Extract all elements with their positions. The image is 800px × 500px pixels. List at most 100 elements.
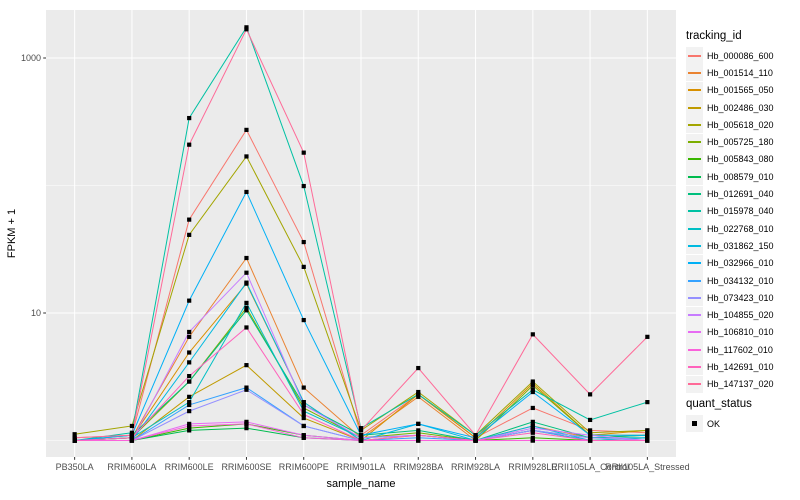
data-point: [530, 405, 535, 411]
data-point: [244, 127, 249, 132]
data-point: [187, 329, 192, 335]
data-point: [416, 365, 421, 371]
legend-key: [686, 237, 703, 255]
data-point: [301, 183, 306, 189]
data-point: [416, 430, 421, 435]
data-point: [187, 379, 192, 384]
data-point: [301, 400, 306, 405]
legend-key: [686, 185, 703, 203]
data-point: [301, 239, 306, 245]
legend-key: [686, 150, 703, 168]
legend-item-label: Hb_012691_040: [707, 189, 774, 200]
legend-item-label: Hb_002486_030: [707, 102, 774, 113]
data-point: [187, 373, 192, 379]
data-point: [530, 383, 535, 388]
legend-tracking-id: tracking_id Hb_000086_600 Hb_001514_110 Hb…: [686, 30, 798, 393]
legend-item: Hb_106810_010: [686, 323, 798, 341]
data-point: [187, 298, 192, 303]
data-point: [301, 317, 306, 323]
y-tick-label: 1000: [21, 53, 41, 63]
series-swatch-icon: [688, 244, 701, 247]
legend-key: [686, 81, 703, 99]
x-tick-label: RRII105LA_Control: [551, 462, 629, 472]
series-swatch-icon: [688, 54, 701, 57]
x-tick-label: RRIM600SE: [221, 462, 271, 472]
data-point: [244, 27, 249, 32]
series-swatch-icon: [688, 296, 701, 299]
legend-item: Hb_117602_010: [686, 341, 798, 359]
data-point: [187, 400, 192, 405]
data-point: [358, 433, 364, 438]
legend-item: Hb_073423_010: [686, 289, 798, 307]
data-point: [473, 435, 478, 440]
y-axis-title: FPKM + 1: [6, 209, 18, 258]
data-point: [645, 433, 650, 438]
legend-quant-status: quant_status OK: [686, 398, 798, 433]
series-swatch-icon: [688, 383, 701, 386]
x-tick-label: RRIM928LE: [508, 462, 557, 472]
series-swatch-icon: [688, 71, 701, 74]
data-point: [530, 438, 535, 443]
data-point: [244, 325, 249, 330]
data-point: [416, 428, 421, 433]
data-point: [187, 426, 192, 431]
legend-item: Hb_001565_050: [686, 81, 798, 99]
legend-item-label: Hb_008579_010: [707, 171, 774, 182]
series-swatch-icon: [688, 227, 701, 230]
data-point: [530, 426, 535, 431]
data-point: [187, 423, 192, 429]
legend-key: [686, 375, 703, 393]
series-swatch-icon: [688, 158, 701, 161]
data-point: [244, 385, 249, 390]
legend-key: [686, 64, 703, 82]
series-swatch-icon: [688, 106, 701, 109]
data-point: [473, 433, 478, 438]
legend-key: [686, 289, 703, 307]
data-point: [244, 270, 249, 275]
legend-item-label: Hb_147137_020: [707, 379, 774, 390]
data-point: [301, 409, 306, 414]
y-tick-label: 10: [31, 308, 41, 318]
legend-key: [686, 306, 703, 324]
data-point: [72, 438, 77, 443]
data-point: [530, 332, 535, 337]
legend-key: [686, 341, 703, 359]
series-swatch-icon: [688, 365, 701, 368]
series-swatch-icon: [688, 314, 701, 317]
data-point: [587, 435, 593, 440]
legend-item: Hb_005618_020: [686, 116, 798, 134]
legend-key: [686, 116, 703, 134]
data-point: [645, 430, 650, 435]
data-point: [301, 150, 306, 155]
x-tick-label: RRIM928BA: [393, 462, 443, 472]
data-point: [129, 435, 135, 440]
legend-item-label: Hb_104855_020: [707, 310, 774, 321]
series-swatch-icon: [688, 279, 701, 282]
data-point: [645, 334, 650, 339]
data-point: [358, 428, 364, 433]
legend-item-label: Hb_005725_180: [707, 137, 774, 148]
data-point: [187, 360, 192, 365]
data-point: [244, 363, 249, 368]
data-point: [301, 433, 306, 438]
x-tick-label: RRIM600PE: [279, 462, 329, 472]
legend-item-label: Hb_117602_010: [707, 344, 773, 355]
data-point: [244, 426, 249, 431]
data-point: [358, 435, 364, 440]
legend-item: Hb_104855_020: [686, 306, 798, 324]
x-axis-title: sample_name: [326, 478, 395, 490]
legend-item: Hb_142691_010: [686, 358, 798, 376]
legend-item-label: Hb_005843_080: [707, 154, 774, 165]
data-point: [530, 379, 535, 384]
data-point: [416, 438, 421, 443]
data-point: [301, 402, 306, 408]
data-point: [244, 154, 249, 159]
legend-item: Hb_032966_010: [686, 254, 798, 272]
data-point: [187, 409, 192, 414]
series-swatch-icon: [688, 262, 701, 265]
data-point: [645, 438, 650, 443]
data-point: [129, 430, 135, 435]
legend-item: OK: [686, 415, 798, 433]
legend-item: Hb_002486_030: [686, 99, 798, 117]
